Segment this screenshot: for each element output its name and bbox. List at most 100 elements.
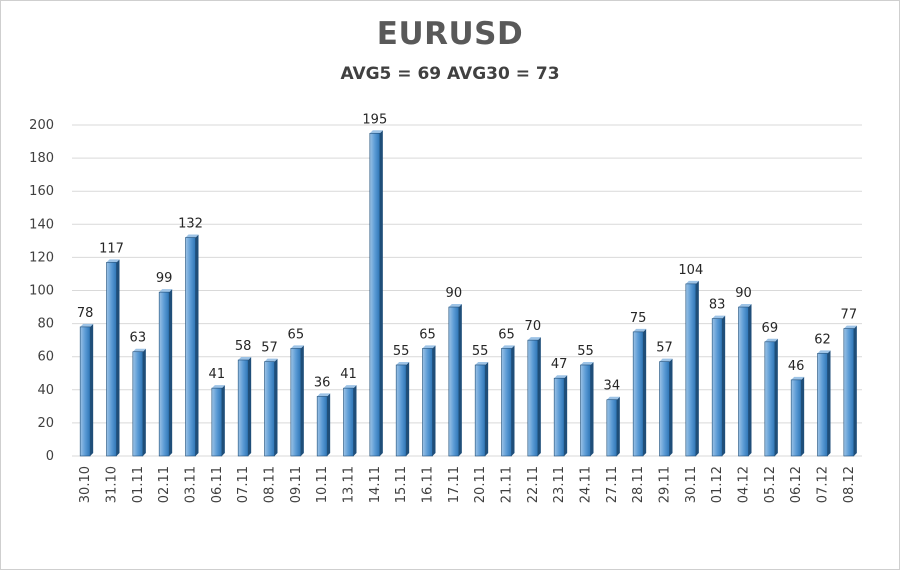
y-axis-ticks: 0 20 40 60 80 100 120 140 160 180 200 bbox=[29, 118, 54, 464]
bar-side bbox=[169, 289, 173, 456]
x-tick-label: 01.12 bbox=[710, 466, 725, 503]
x-tick-label: 23.11 bbox=[552, 466, 567, 503]
data-label: 57 bbox=[656, 341, 673, 356]
bar-side bbox=[643, 328, 647, 456]
bar-side bbox=[432, 345, 436, 456]
bar-top bbox=[185, 234, 199, 238]
x-tick-label: 24.11 bbox=[579, 466, 594, 503]
bar-side bbox=[195, 234, 199, 456]
data-label: 36 bbox=[314, 375, 331, 390]
y-tick-label: 80 bbox=[37, 317, 54, 332]
x-tick-label: 15.11 bbox=[394, 466, 409, 503]
bar-top bbox=[817, 350, 831, 354]
data-label: 70 bbox=[525, 319, 542, 334]
bar-top bbox=[685, 280, 699, 284]
bar bbox=[369, 132, 381, 457]
bar-side bbox=[274, 358, 278, 456]
y-tick-label: 0 bbox=[46, 449, 54, 464]
data-label: 195 bbox=[362, 112, 387, 127]
x-tick-label: 07.12 bbox=[816, 466, 831, 503]
bar-side bbox=[248, 357, 252, 456]
bar bbox=[553, 377, 565, 457]
bar-side bbox=[669, 358, 673, 456]
bar bbox=[264, 361, 275, 457]
x-tick-label: 22.11 bbox=[526, 466, 541, 503]
bar-side bbox=[748, 304, 752, 456]
x-tick-label: 01.11 bbox=[131, 466, 146, 503]
bar-side bbox=[537, 337, 541, 456]
y-tick-label: 180 bbox=[29, 151, 54, 166]
y-tick-label: 20 bbox=[37, 416, 54, 431]
bar-top bbox=[369, 130, 383, 134]
data-label: 90 bbox=[735, 286, 752, 301]
chart-title: EURUSD bbox=[376, 16, 524, 52]
y-tick-label: 140 bbox=[29, 217, 54, 232]
x-tick-label: 16.11 bbox=[421, 466, 436, 503]
x-tick-label: 14.11 bbox=[368, 466, 383, 503]
data-label: 47 bbox=[551, 357, 568, 372]
x-tick-label: 20.11 bbox=[473, 466, 488, 503]
data-label: 34 bbox=[604, 379, 621, 394]
x-tick-label: 09.11 bbox=[289, 466, 304, 503]
bar bbox=[316, 396, 328, 457]
data-label: 69 bbox=[762, 321, 779, 336]
bar-side bbox=[406, 361, 410, 456]
y-tick-label: 160 bbox=[29, 184, 54, 199]
data-label: 41 bbox=[340, 367, 357, 382]
x-tick-label: 07.11 bbox=[236, 466, 251, 503]
data-label: 83 bbox=[709, 298, 726, 313]
bar bbox=[738, 306, 749, 457]
data-label: 63 bbox=[130, 331, 147, 346]
bar-side bbox=[774, 338, 778, 456]
bar-side bbox=[327, 393, 331, 456]
bar bbox=[843, 328, 855, 457]
bar-top bbox=[317, 393, 331, 397]
x-tick-label: 08.11 bbox=[263, 466, 278, 503]
data-label: 65 bbox=[419, 327, 436, 342]
data-label: 57 bbox=[261, 341, 278, 356]
bar bbox=[527, 339, 539, 457]
bar-side bbox=[142, 348, 146, 456]
data-labels: 78 117 63 99 132 41 58 57 65 36 41 195 55 65 90 55 65 70 4… bbox=[77, 112, 857, 393]
x-tick-label: 31.10 bbox=[105, 466, 120, 503]
bar-top bbox=[501, 345, 515, 349]
bar-top bbox=[448, 304, 462, 308]
y-tick-label: 60 bbox=[37, 350, 54, 365]
bar-side bbox=[300, 345, 304, 456]
bar-top bbox=[712, 315, 726, 319]
bar-top bbox=[843, 325, 857, 329]
bar bbox=[632, 331, 644, 457]
bars bbox=[79, 130, 857, 457]
bar-side bbox=[379, 130, 383, 456]
data-label: 58 bbox=[235, 339, 252, 354]
x-tick-label: 30.11 bbox=[684, 466, 699, 503]
bar-top bbox=[791, 376, 805, 380]
bar-top bbox=[343, 385, 357, 389]
bar bbox=[395, 364, 407, 457]
data-label: 46 bbox=[788, 359, 805, 374]
x-tick-label: 30.10 bbox=[78, 466, 93, 503]
x-tick-label: 13.11 bbox=[342, 466, 357, 503]
bar bbox=[343, 387, 354, 457]
bar-top bbox=[396, 361, 410, 365]
bar bbox=[790, 379, 802, 457]
y-tick-label: 120 bbox=[29, 250, 54, 265]
bar-top bbox=[527, 337, 541, 341]
bar bbox=[711, 318, 723, 457]
bar-top bbox=[422, 345, 436, 349]
bar bbox=[185, 237, 196, 457]
bar-side bbox=[458, 304, 462, 456]
x-tick-label: 02.11 bbox=[157, 466, 172, 503]
x-tick-label: 04.12 bbox=[737, 466, 752, 503]
data-label: 62 bbox=[814, 332, 831, 347]
bar-top bbox=[132, 348, 146, 352]
bar-side bbox=[853, 325, 857, 456]
data-label: 65 bbox=[498, 327, 515, 342]
bar-side bbox=[485, 361, 489, 456]
x-tick-label: 27.11 bbox=[605, 466, 620, 503]
bar-side bbox=[695, 280, 699, 456]
bar bbox=[764, 341, 776, 457]
data-label: 78 bbox=[77, 306, 94, 321]
